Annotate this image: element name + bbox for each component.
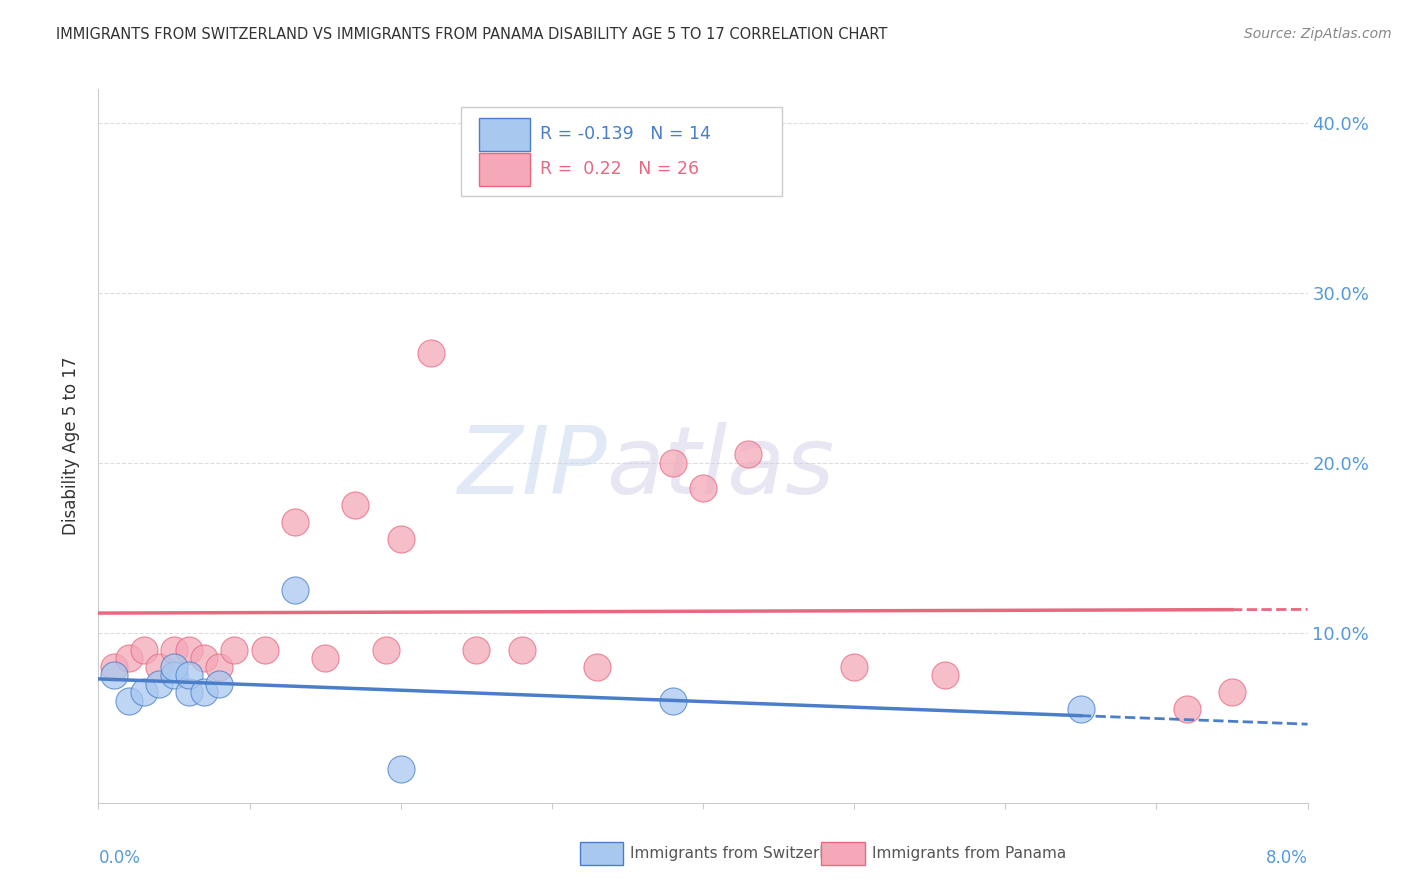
Point	[179, 643, 201, 657]
Point	[284, 583, 307, 598]
Point	[1220, 685, 1243, 699]
FancyBboxPatch shape	[479, 153, 530, 186]
Point	[253, 643, 276, 657]
Text: atlas: atlas	[606, 422, 835, 513]
Point	[389, 762, 412, 776]
Point	[193, 685, 215, 699]
Point	[148, 660, 170, 674]
Point	[934, 668, 956, 682]
Point	[208, 677, 231, 691]
Point	[510, 643, 533, 657]
Point	[586, 660, 609, 674]
Point	[737, 448, 759, 462]
Point	[420, 345, 443, 359]
Text: IMMIGRANTS FROM SWITZERLAND VS IMMIGRANTS FROM PANAMA DISABILITY AGE 5 TO 17 COR: IMMIGRANTS FROM SWITZERLAND VS IMMIGRANT…	[56, 27, 887, 42]
Y-axis label: Disability Age 5 to 17: Disability Age 5 to 17	[62, 357, 80, 535]
FancyBboxPatch shape	[821, 842, 865, 865]
FancyBboxPatch shape	[461, 107, 782, 196]
Point	[224, 643, 246, 657]
Point	[1175, 702, 1198, 716]
FancyBboxPatch shape	[579, 842, 623, 865]
Point	[692, 482, 714, 496]
Text: R = -0.139   N = 14: R = -0.139 N = 14	[540, 125, 710, 143]
Point	[132, 643, 155, 657]
Point	[179, 685, 201, 699]
Point	[661, 694, 683, 708]
Point	[179, 668, 201, 682]
Text: R =  0.22   N = 26: R = 0.22 N = 26	[540, 161, 699, 178]
Text: Immigrants from Panama: Immigrants from Panama	[872, 846, 1067, 861]
Point	[103, 668, 125, 682]
Point	[118, 651, 141, 665]
Point	[132, 685, 155, 699]
Point	[844, 660, 866, 674]
Point	[661, 456, 683, 470]
Text: Source: ZipAtlas.com: Source: ZipAtlas.com	[1244, 27, 1392, 41]
Point	[163, 660, 186, 674]
Text: Immigrants from Switzerland: Immigrants from Switzerland	[630, 846, 853, 861]
Point	[1070, 702, 1092, 716]
Point	[163, 643, 186, 657]
Text: 0.0%: 0.0%	[98, 849, 141, 867]
Point	[163, 668, 186, 682]
Point	[389, 533, 412, 547]
Text: 8.0%: 8.0%	[1265, 849, 1308, 867]
Point	[103, 660, 125, 674]
Point	[208, 660, 231, 674]
Point	[465, 643, 488, 657]
Text: ZIP: ZIP	[457, 422, 606, 513]
Point	[374, 643, 396, 657]
Point	[193, 651, 215, 665]
Point	[284, 516, 307, 530]
Point	[344, 499, 367, 513]
Point	[148, 677, 170, 691]
Point	[118, 694, 141, 708]
Point	[314, 651, 336, 665]
FancyBboxPatch shape	[479, 118, 530, 151]
